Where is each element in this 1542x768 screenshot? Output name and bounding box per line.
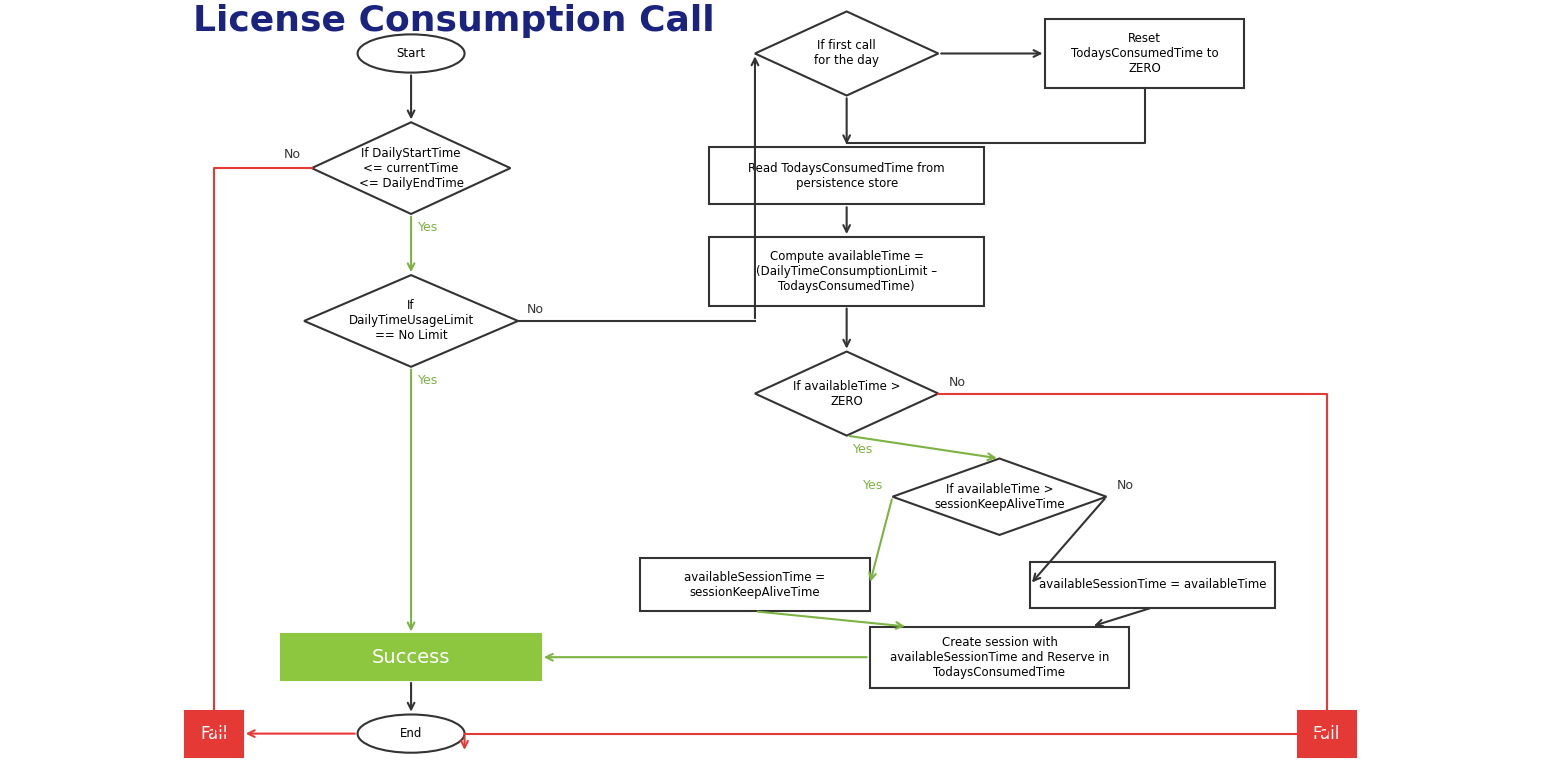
- Text: If DailyStartTime
<= currentTime
<= DailyEndTime: If DailyStartTime <= currentTime <= Dail…: [359, 147, 464, 190]
- FancyBboxPatch shape: [281, 634, 541, 680]
- Polygon shape: [756, 12, 939, 95]
- Text: License Consumption Call: License Consumption Call: [193, 4, 715, 38]
- Text: No: No: [948, 376, 965, 389]
- FancyBboxPatch shape: [709, 237, 984, 306]
- Text: Yes: Yes: [864, 478, 884, 492]
- Ellipse shape: [358, 714, 464, 753]
- Text: availableSessionTime = availableTime: availableSessionTime = availableTime: [1039, 578, 1266, 591]
- FancyBboxPatch shape: [640, 558, 870, 611]
- Text: Fail: Fail: [1312, 725, 1340, 743]
- FancyBboxPatch shape: [870, 627, 1129, 688]
- FancyBboxPatch shape: [1030, 561, 1275, 607]
- Ellipse shape: [358, 35, 464, 73]
- Polygon shape: [311, 122, 510, 214]
- Text: If first call
for the day: If first call for the day: [814, 39, 879, 68]
- Text: No: No: [284, 148, 301, 161]
- Text: Yes: Yes: [418, 374, 438, 387]
- Text: Fail: Fail: [200, 725, 228, 743]
- Text: Compute availableTime =
(DailyTimeConsumptionLimit –
TodaysConsumedTime): Compute availableTime = (DailyTimeConsum…: [756, 250, 938, 293]
- Text: Reset
TodaysConsumedTime to
ZERO: Reset TodaysConsumedTime to ZERO: [1070, 32, 1218, 75]
- FancyBboxPatch shape: [1297, 710, 1355, 756]
- Text: If
DailyTimeUsageLimit
== No Limit: If DailyTimeUsageLimit == No Limit: [348, 300, 473, 343]
- Text: No: No: [1116, 478, 1133, 492]
- Text: availableSessionTime =
sessionKeepAliveTime: availableSessionTime = sessionKeepAliveT…: [685, 571, 825, 598]
- Text: If availableTime >
ZERO: If availableTime > ZERO: [793, 379, 901, 408]
- Text: Success: Success: [372, 647, 450, 667]
- Text: No: No: [526, 303, 543, 316]
- FancyBboxPatch shape: [1045, 19, 1244, 88]
- FancyBboxPatch shape: [185, 710, 244, 756]
- Text: Start: Start: [396, 47, 426, 60]
- FancyBboxPatch shape: [709, 147, 984, 204]
- Text: Yes: Yes: [418, 221, 438, 234]
- Text: Yes: Yes: [853, 443, 874, 456]
- Polygon shape: [756, 352, 939, 435]
- Text: If availableTime >
sessionKeepAliveTime: If availableTime > sessionKeepAliveTime: [934, 483, 1066, 511]
- Polygon shape: [893, 458, 1107, 535]
- Text: Read TodaysConsumedTime from
persistence store: Read TodaysConsumedTime from persistence…: [748, 162, 945, 190]
- Text: Create session with
availableSessionTime and Reserve in
TodaysConsumedTime: Create session with availableSessionTime…: [890, 636, 1109, 679]
- Text: End: End: [399, 727, 423, 740]
- Polygon shape: [304, 275, 518, 367]
